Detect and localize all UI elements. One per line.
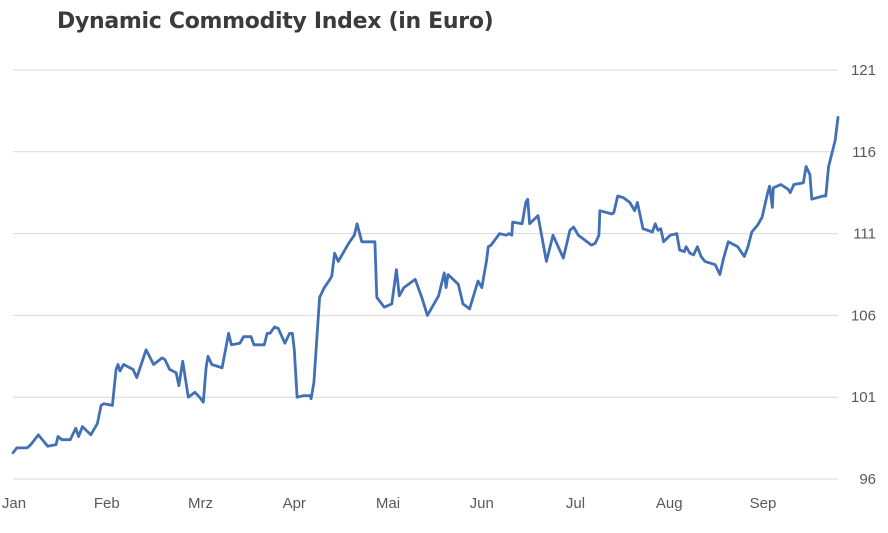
x-tick-label: Jan: [2, 495, 26, 512]
chart-title: Dynamic Commodity Index (in Euro): [57, 9, 494, 34]
y-tick-label: 116: [852, 144, 876, 161]
x-tick-label: Jun: [470, 495, 494, 512]
series-lines: [11, 116, 840, 455]
x-axis: Jan Feb Mrz Apr Mai Jun Jul Aug Sep: [2, 495, 776, 512]
series-line: [11, 116, 840, 455]
y-tick-label: 101: [851, 389, 876, 406]
gridlines: [13, 69, 838, 480]
y-axis: 96 101 106 111 116 121: [851, 62, 876, 488]
x-tick-label: Aug: [656, 495, 683, 512]
x-tick-label: Mai: [376, 495, 400, 512]
x-tick-label: Feb: [94, 495, 120, 512]
y-tick-label: 96: [859, 471, 876, 488]
y-tick-label: 106: [851, 307, 876, 324]
y-tick-label: 121: [851, 62, 876, 79]
x-tick-label: Sep: [750, 495, 777, 512]
x-tick-label: Mrz: [188, 495, 213, 512]
y-tick-label: 111: [853, 226, 876, 243]
x-tick-label: Apr: [283, 495, 306, 512]
x-tick-label: Jul: [566, 495, 585, 512]
